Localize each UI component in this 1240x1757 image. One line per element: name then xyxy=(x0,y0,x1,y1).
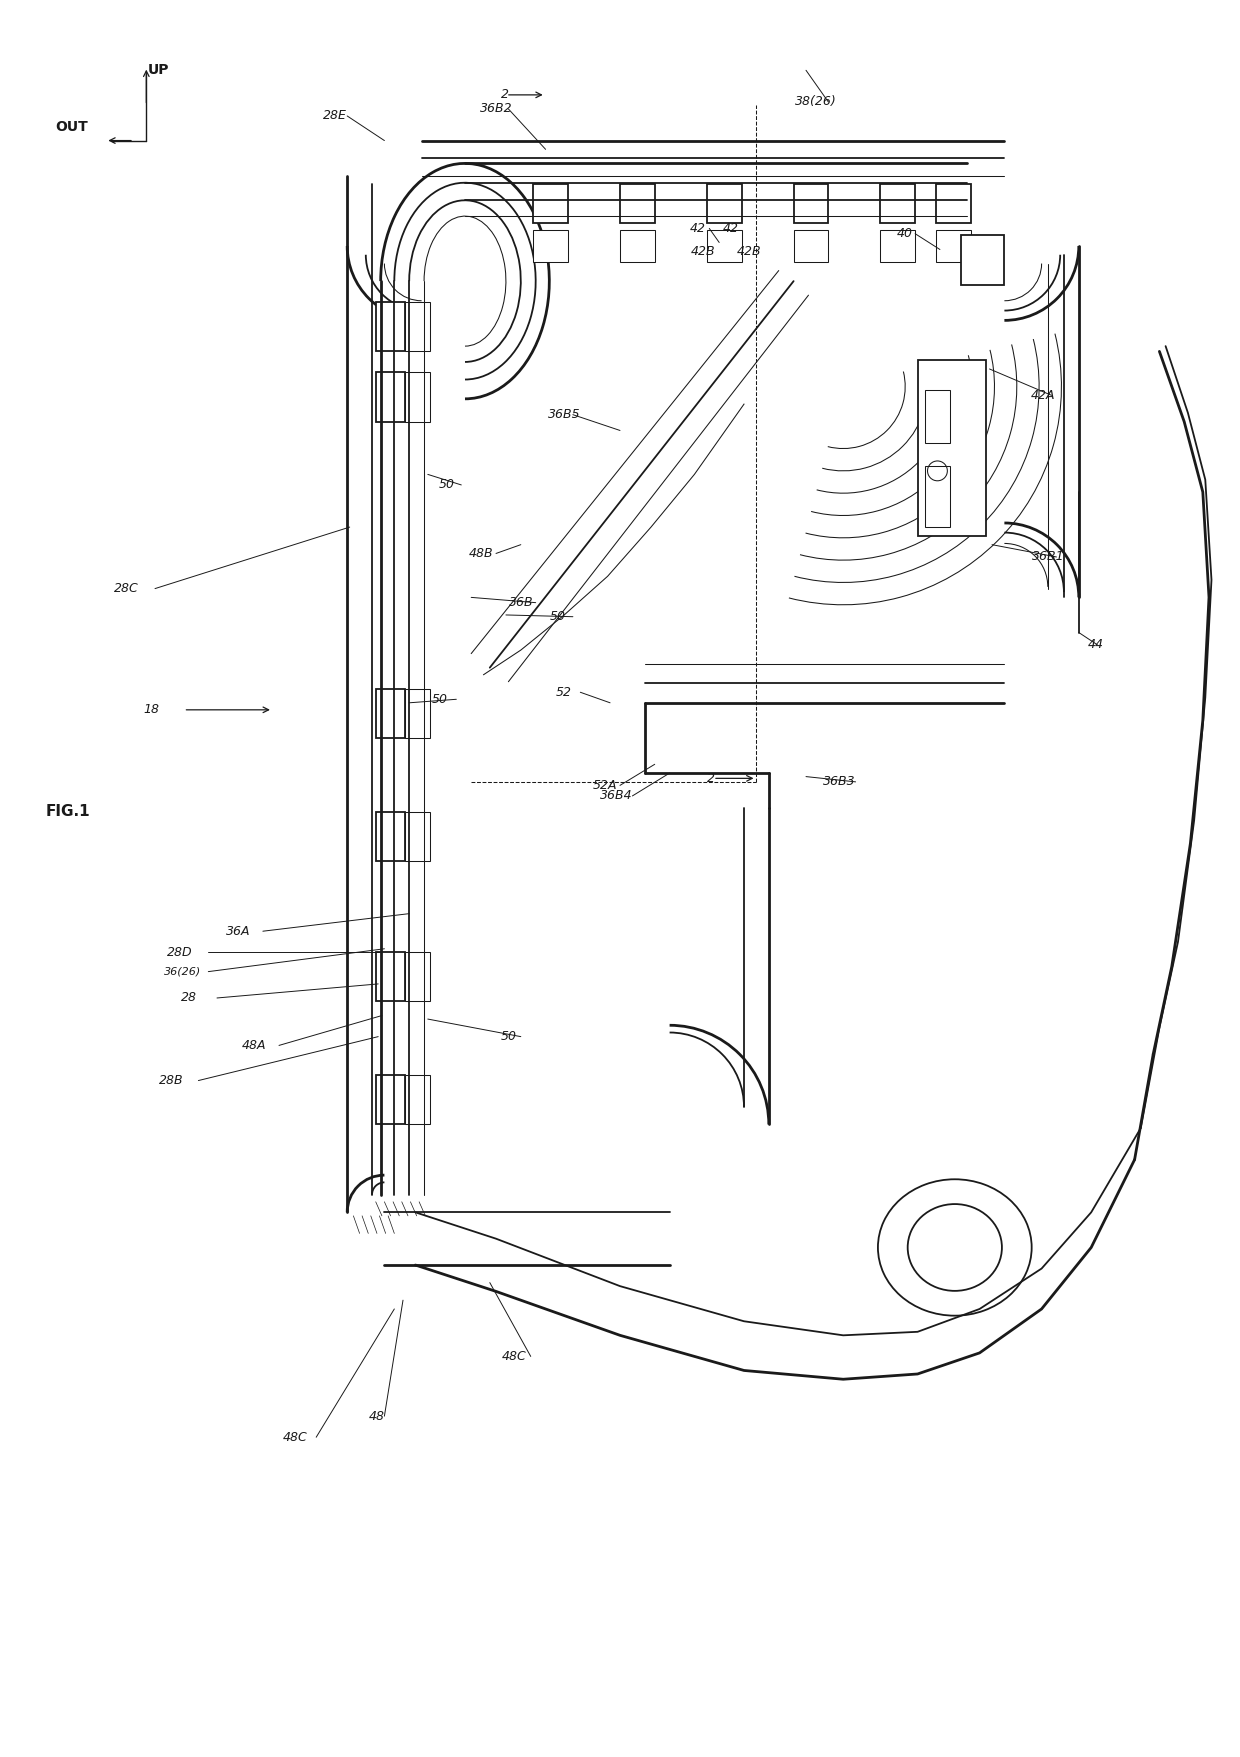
Bar xyxy=(376,812,405,861)
Bar xyxy=(405,372,430,422)
Bar xyxy=(707,230,742,262)
Text: 50: 50 xyxy=(501,1030,516,1044)
Bar xyxy=(376,952,405,1001)
Bar xyxy=(880,230,915,262)
Text: 52A: 52A xyxy=(593,778,618,792)
Bar xyxy=(376,302,405,351)
Text: 50: 50 xyxy=(433,692,448,706)
Text: 28E: 28E xyxy=(322,109,347,123)
Text: 42A: 42A xyxy=(1030,388,1055,402)
Bar xyxy=(405,302,430,351)
Text: 36B1: 36B1 xyxy=(1032,550,1064,564)
Text: 42B: 42B xyxy=(691,244,715,258)
Text: FIG.1: FIG.1 xyxy=(46,805,91,819)
Text: 40: 40 xyxy=(898,227,913,241)
Bar xyxy=(405,812,430,861)
Text: 28D: 28D xyxy=(167,945,192,959)
Bar xyxy=(936,184,971,223)
Text: 28C: 28C xyxy=(114,582,139,596)
Text: 36B2: 36B2 xyxy=(480,102,512,116)
Bar xyxy=(620,230,655,262)
Text: 48C: 48C xyxy=(283,1430,308,1444)
Text: 44: 44 xyxy=(1089,638,1104,652)
Text: 36B4: 36B4 xyxy=(600,789,632,803)
Text: 48B: 48B xyxy=(469,546,494,560)
Bar xyxy=(533,230,568,262)
Bar xyxy=(880,184,915,223)
Bar xyxy=(918,360,986,536)
Text: 36B3: 36B3 xyxy=(823,775,856,789)
Bar xyxy=(376,372,405,422)
Text: 36A: 36A xyxy=(226,924,250,938)
Text: 42: 42 xyxy=(723,221,738,235)
Text: 48: 48 xyxy=(370,1409,384,1423)
Text: 28B: 28B xyxy=(159,1074,184,1088)
Text: 50: 50 xyxy=(439,478,454,492)
Text: 52: 52 xyxy=(557,685,572,699)
Text: UP: UP xyxy=(148,63,170,77)
Bar xyxy=(794,184,828,223)
Text: 36B: 36B xyxy=(508,596,533,610)
Text: OUT: OUT xyxy=(56,119,88,134)
Bar xyxy=(376,1075,405,1124)
Text: 38(26): 38(26) xyxy=(795,95,837,109)
Bar xyxy=(376,689,405,738)
Bar xyxy=(533,184,568,223)
Text: 50: 50 xyxy=(551,610,565,624)
Text: 48A: 48A xyxy=(242,1038,267,1052)
Bar xyxy=(405,689,430,738)
Text: 2: 2 xyxy=(707,771,714,785)
Text: 18: 18 xyxy=(144,703,159,717)
Text: 42B: 42B xyxy=(737,244,761,258)
Bar xyxy=(405,952,430,1001)
Text: 2: 2 xyxy=(501,88,508,102)
Bar xyxy=(620,184,655,223)
Bar xyxy=(794,230,828,262)
Bar xyxy=(405,1075,430,1124)
Bar xyxy=(925,390,950,443)
Text: 48C: 48C xyxy=(502,1349,527,1363)
Bar xyxy=(961,235,1004,285)
Bar xyxy=(707,184,742,223)
Text: 36B5: 36B5 xyxy=(548,408,580,422)
Text: 42: 42 xyxy=(691,221,706,235)
Text: 28: 28 xyxy=(181,991,196,1005)
Bar xyxy=(936,230,971,262)
Text: 36(26): 36(26) xyxy=(164,966,201,977)
Bar xyxy=(925,466,950,527)
